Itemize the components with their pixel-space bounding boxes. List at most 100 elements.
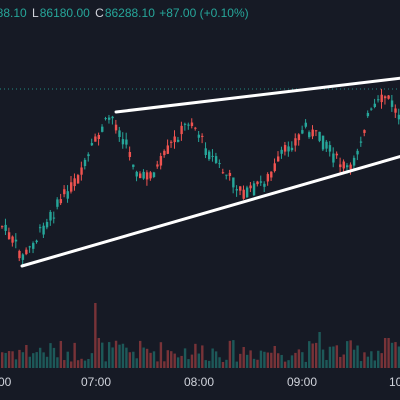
- volume-bar: [332, 346, 335, 368]
- volume-bar: [235, 361, 238, 368]
- time-label: 00: [0, 375, 12, 389]
- candle-body: [252, 183, 256, 196]
- candle-body: [208, 151, 211, 160]
- volume-bar: [125, 347, 128, 368]
- candle-body: [235, 189, 238, 191]
- candle-body: [28, 246, 31, 248]
- volume-bar: [249, 350, 252, 368]
- volume-bar: [297, 349, 301, 368]
- candle-body: [332, 153, 335, 163]
- volume-bar: [263, 351, 266, 368]
- candle-body: [228, 172, 232, 176]
- volume-bar: [194, 343, 197, 368]
- candle-body: [187, 124, 190, 126]
- candle-body: [314, 130, 318, 132]
- candle-body: [170, 141, 173, 143]
- volume-bar: [18, 349, 21, 368]
- volume-bar: [325, 359, 328, 368]
- candle-body: [397, 114, 400, 120]
- volume-bar: [152, 351, 156, 368]
- volume-bar: [4, 352, 7, 368]
- volume-bar: [221, 361, 225, 368]
- volume-bar: [45, 356, 49, 368]
- candle-body: [259, 181, 263, 183]
- candle-body: [114, 124, 118, 131]
- upper-trendline[interactable]: [114, 76, 400, 114]
- volume-bar: [87, 358, 90, 368]
- volume-bar: [180, 355, 183, 368]
- lower-trendline[interactable]: [20, 155, 400, 268]
- volume-bar: [59, 340, 63, 368]
- candle-body: [370, 108, 373, 110]
- volume-bar: [270, 352, 273, 368]
- volume-bar: [318, 332, 321, 368]
- volume-bar: [273, 345, 276, 368]
- candle-body: [104, 118, 107, 120]
- candle-body: [245, 187, 249, 198]
- candle-body: [328, 145, 332, 152]
- volume-bar: [118, 344, 121, 368]
- volume-bar: [363, 352, 366, 368]
- volume-bar: [49, 343, 52, 368]
- volume-bar: [35, 352, 38, 368]
- candle-body: [70, 182, 73, 192]
- volume-bar: [149, 352, 152, 368]
- volume-bar: [1, 352, 4, 368]
- volume-bar: [28, 356, 31, 368]
- candle-body: [21, 254, 25, 260]
- close-label: C: [95, 6, 104, 20]
- candle-body: [45, 221, 49, 228]
- volume-bar: [370, 351, 373, 368]
- volume-bar: [83, 360, 87, 368]
- candle-body: [380, 94, 383, 103]
- candle-body: [266, 174, 270, 182]
- volume-bar: [14, 359, 18, 368]
- candle-body: [356, 150, 359, 155]
- candle-body: [35, 240, 38, 243]
- candle-body: [156, 164, 159, 167]
- volume-bar: [187, 359, 190, 368]
- volume-bar: [390, 342, 394, 368]
- volume-bar: [373, 360, 376, 368]
- candle-body: [38, 227, 42, 229]
- volume-bar: [214, 351, 218, 368]
- candle-body: [18, 250, 21, 259]
- candle-body: [221, 172, 225, 174]
- open-value: 288.10: [0, 6, 27, 20]
- candle-body: [273, 163, 276, 172]
- volume-bar: [294, 352, 297, 368]
- candle-body: [149, 172, 152, 179]
- candle-body: [121, 139, 125, 145]
- volume-bar: [21, 352, 25, 368]
- volume-bar: [197, 353, 201, 368]
- candle-body: [180, 125, 183, 135]
- volume-bar: [111, 347, 114, 368]
- volume-bar: [25, 344, 28, 368]
- candle-body: [232, 177, 235, 188]
- volume-bar: [101, 342, 104, 368]
- volume-bar: [359, 361, 363, 368]
- volume-bar: [283, 361, 287, 368]
- candle-body: [66, 191, 69, 199]
- volume-bar: [252, 358, 256, 368]
- time-label: 09:00: [287, 375, 317, 389]
- candle-body: [239, 186, 242, 191]
- candle-body: [308, 132, 311, 138]
- volume-bar: [204, 360, 207, 368]
- candle-body: [339, 164, 342, 168]
- volume-bar: [383, 338, 387, 368]
- candle-body: [52, 217, 56, 219]
- volume-bar: [7, 351, 11, 368]
- candle-body: [342, 161, 345, 169]
- volume-bar: [311, 343, 314, 368]
- candle-body: [270, 171, 273, 178]
- candle-body: [325, 141, 328, 149]
- volume-bar: [145, 348, 149, 368]
- volume-bar: [321, 349, 325, 368]
- volume-bar: [142, 347, 145, 368]
- candle-body: [211, 155, 214, 157]
- volume-bar: [397, 346, 400, 368]
- candle-body: [166, 145, 169, 154]
- volume-bar: [242, 347, 245, 368]
